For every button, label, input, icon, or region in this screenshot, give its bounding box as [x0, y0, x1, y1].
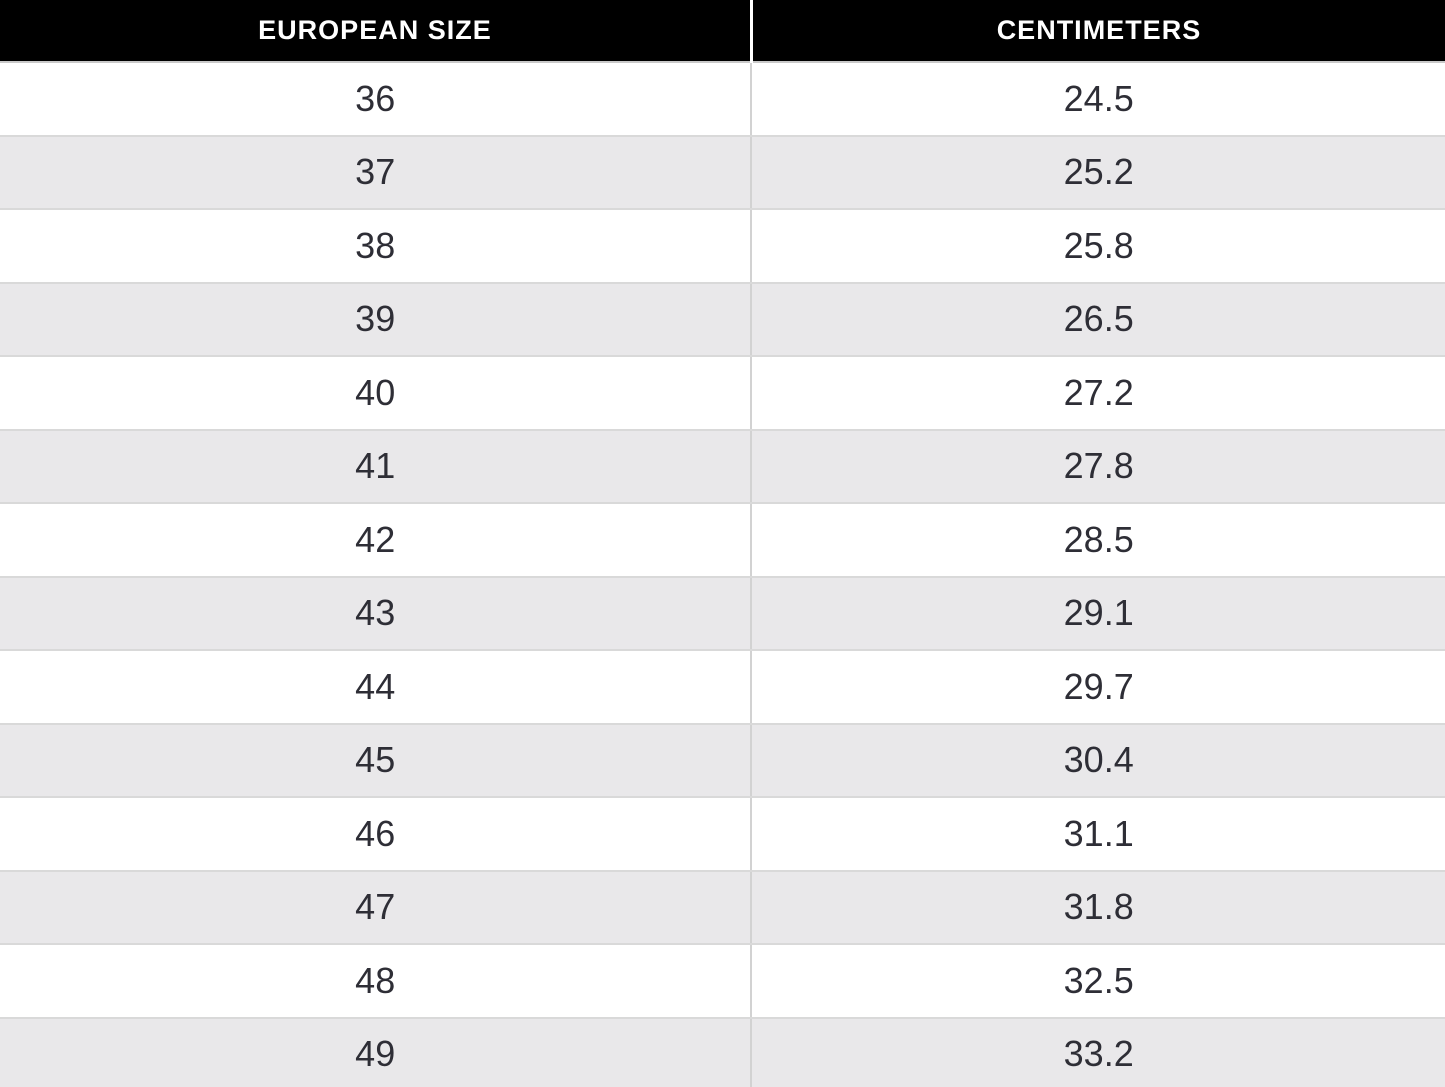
table-row: 41 27.8: [0, 429, 1445, 504]
centimeters-cell: 25.8: [751, 209, 1445, 284]
centimeters-cell: 29.7: [751, 650, 1445, 725]
centimeters-cell: 24.5: [751, 62, 1445, 137]
european-size-cell: 42: [0, 503, 753, 578]
european-size-cell: 48: [0, 944, 753, 1019]
table-row: 36 24.5: [0, 62, 1445, 137]
european-size-cell: 47: [0, 870, 753, 945]
centimeters-cell: 32.5: [751, 944, 1445, 1019]
centimeters-cell: 27.2: [751, 356, 1445, 431]
centimeters-cell: 26.5: [751, 282, 1445, 357]
table-header: EUROPEAN SIZE CENTIMETERS: [0, 0, 1445, 63]
table-row: 47 31.8: [0, 870, 1445, 945]
european-size-cell: 38: [0, 209, 753, 284]
european-size-cell: 36: [0, 62, 753, 137]
centimeters-cell: 31.8: [751, 870, 1445, 945]
table-row: 40 27.2: [0, 356, 1445, 431]
table-row: 38 25.8: [0, 209, 1445, 284]
centimeters-cell: 31.1: [751, 797, 1445, 872]
table-row: 39 26.5: [0, 282, 1445, 357]
centimeters-cell: 33.2: [751, 1017, 1445, 1087]
table-row: 46 31.1: [0, 797, 1445, 872]
table-row: 37 25.2: [0, 135, 1445, 210]
table-row: 45 30.4: [0, 723, 1445, 798]
european-size-cell: 49: [0, 1017, 753, 1087]
table-row: 49 33.2: [0, 1017, 1445, 1087]
european-size-cell: 44: [0, 650, 753, 725]
european-size-cell: 40: [0, 356, 753, 431]
table-body: 36 24.5 37 25.2 38 25.8 39 26.5 40 27.2 …: [0, 62, 1445, 1087]
european-size-cell: 46: [0, 797, 753, 872]
european-size-cell: 39: [0, 282, 753, 357]
column-header-centimeters: CENTIMETERS: [751, 0, 1445, 63]
centimeters-cell: 27.8: [751, 429, 1445, 504]
centimeters-cell: 30.4: [751, 723, 1445, 798]
column-header-european-size: EUROPEAN SIZE: [0, 0, 753, 63]
table-row: 44 29.7: [0, 650, 1445, 725]
centimeters-cell: 29.1: [751, 576, 1445, 651]
table-header-row: EUROPEAN SIZE CENTIMETERS: [0, 0, 1445, 63]
table-row: 48 32.5: [0, 944, 1445, 1019]
european-size-cell: 43: [0, 576, 753, 651]
centimeters-cell: 28.5: [751, 503, 1445, 578]
table-row: 43 29.1: [0, 576, 1445, 651]
european-size-cell: 37: [0, 135, 753, 210]
european-size-cell: 41: [0, 429, 753, 504]
european-size-cell: 45: [0, 723, 753, 798]
table-row: 42 28.5: [0, 503, 1445, 578]
centimeters-cell: 25.2: [751, 135, 1445, 210]
